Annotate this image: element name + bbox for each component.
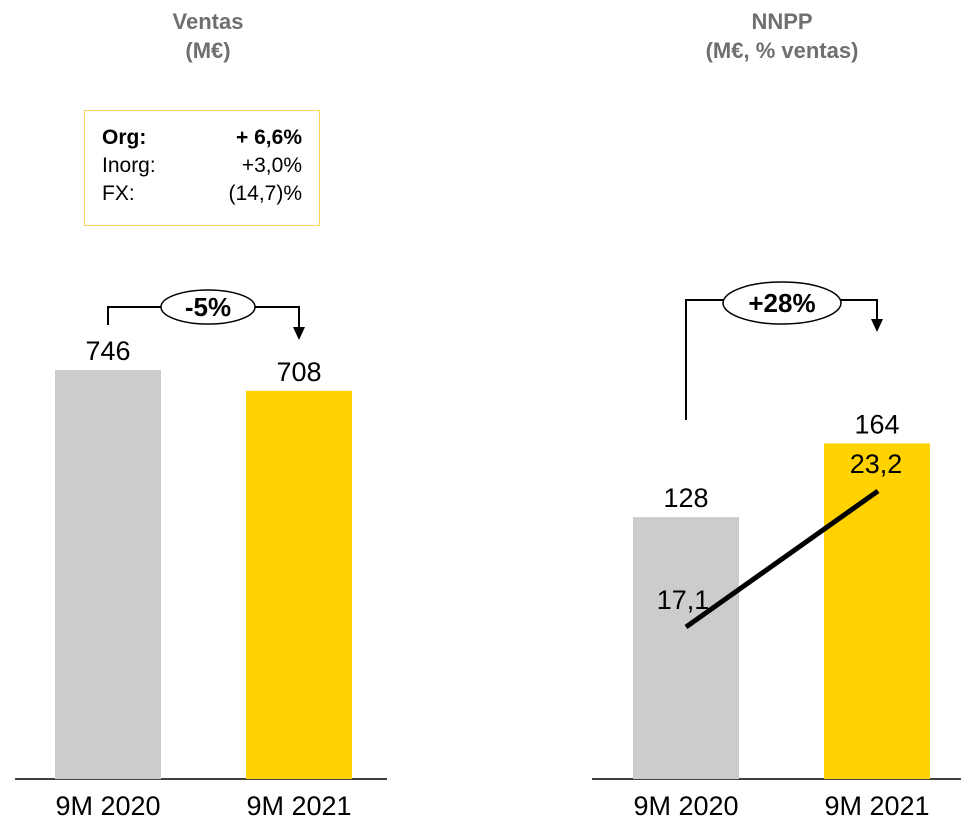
- bar-9m-2020: [55, 370, 161, 779]
- ventas-title-line1: Ventas: [172, 9, 244, 34]
- bar-9m-2021: [246, 390, 352, 779]
- margin-value-label: 23,2: [850, 449, 903, 479]
- change-label: -5%: [185, 292, 231, 322]
- bar-value-label: 128: [663, 483, 708, 513]
- change-bubble: [160, 289, 256, 325]
- margin-value-label: 17,1: [657, 585, 710, 615]
- growth-row-org: Org: + 6,6%: [102, 124, 302, 152]
- growth-value: (14,7)%: [228, 182, 302, 205]
- growth-value: +3,0%: [241, 154, 302, 177]
- ventas-title: Ventas (M€): [58, 7, 358, 65]
- bar-value-label: 164: [854, 409, 899, 439]
- change-arrow-head: [871, 319, 883, 332]
- category-tick-label: 9M 2021: [824, 791, 929, 821]
- growth-row-fx: FX: (14,7)%: [102, 180, 302, 208]
- bar-9m-2020: [633, 517, 739, 779]
- growth-breakdown-box: Org: + 6,6% Inorg: +3,0% FX: (14,7)%: [84, 110, 320, 226]
- growth-row-inorg: Inorg: +3,0%: [102, 152, 302, 180]
- growth-label: Inorg:: [102, 154, 156, 177]
- nnpp-title: NNPP (M€, % ventas): [632, 7, 932, 65]
- category-tick-label: 9M 2020: [55, 791, 160, 821]
- category-tick-label: 9M 2020: [633, 791, 738, 821]
- growth-label: Org:: [102, 126, 147, 149]
- ventas-title-line2: (M€): [185, 38, 231, 63]
- growth-label: FX:: [102, 182, 135, 205]
- change-bubble: [722, 281, 842, 325]
- growth-value: + 6,6%: [236, 126, 302, 149]
- bar-value-label: 708: [276, 357, 321, 387]
- bar-9m-2021: [824, 443, 930, 779]
- category-tick-label: 9M 2021: [246, 791, 351, 821]
- bar-value-label: 746: [85, 336, 130, 366]
- nnpp-title-line2: (M€, % ventas): [705, 38, 859, 63]
- margin-line: [684, 488, 880, 630]
- change-arrow-head: [293, 327, 305, 340]
- change-label: +28%: [748, 288, 815, 318]
- nnpp-title-line1: NNPP: [751, 9, 813, 34]
